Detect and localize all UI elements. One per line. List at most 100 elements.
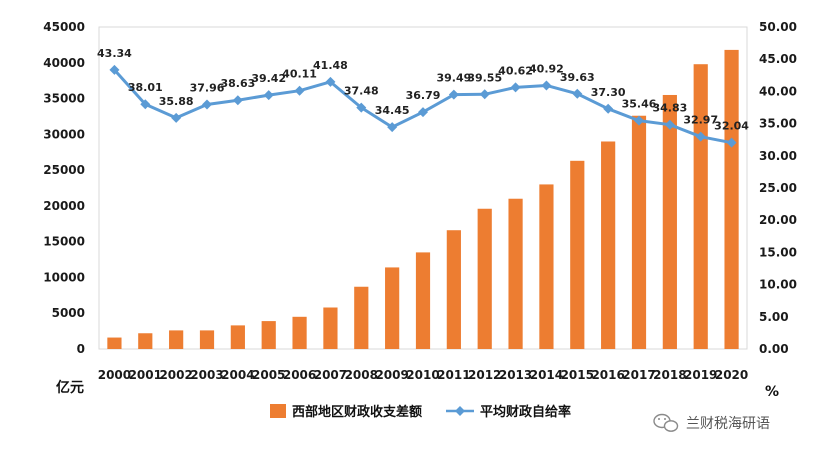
line-marker-2016 [603,103,614,114]
data-label-2003: 37.96 [190,82,225,95]
line-marker-2005 [263,90,274,101]
watermark: 兰财税海研语 [653,413,770,432]
line-marker-2003 [202,99,212,110]
line-marker-2007 [325,76,336,87]
line-marker-2020 [726,137,737,148]
data-label-2018: 34.83 [652,102,687,115]
left-tick-label: 20000 [43,199,85,213]
bar-2017 [631,115,647,350]
line-marker-2013 [510,82,521,93]
x-tick-label-2000: 2000 [98,368,131,382]
x-tick-label-2010: 2010 [406,368,439,382]
line-marker-2011 [448,89,459,100]
line-marker-2018 [664,119,675,130]
x-tick-label-2003: 2003 [190,368,223,382]
bar-2012 [477,208,492,349]
left-tick-label: 25000 [43,163,85,177]
data-label-2011: 39.49 [436,72,471,85]
x-tick-label-2014: 2014 [530,368,563,382]
data-label-2016: 37.30 [591,86,626,99]
right-tick-label: 5.00 [759,310,789,324]
left-axis-unit: 亿元 [56,379,84,396]
left-tick-label: 15000 [43,235,85,249]
x-tick-label-2004: 2004 [221,368,254,382]
bar-2003 [199,330,215,349]
bar-2006 [292,316,307,349]
data-label-2008: 37.48 [344,85,379,98]
data-label-2020: 32.04 [714,120,749,133]
line-marker-2015 [572,88,583,99]
x-tick-label-2013: 2013 [499,368,532,382]
bar-2004 [230,325,245,349]
bar-2007 [323,307,338,349]
line-marker-2008 [356,102,367,113]
x-tick-label-2016: 2016 [591,368,624,382]
x-tick-label-2008: 2008 [345,368,378,382]
bar-2008 [354,286,369,349]
bar-2000 [107,337,122,349]
data-label-2006: 40.11 [282,68,317,81]
bar-2020 [724,49,739,350]
x-tick-label-2018: 2018 [653,368,686,382]
data-label-2017: 35.46 [622,98,657,111]
x-tick-label-2012: 2012 [468,368,501,382]
bar-2001 [138,333,153,349]
line-marker-2012 [479,89,490,100]
line-marker-2014 [541,80,552,91]
data-label-2005: 39.42 [251,72,286,85]
x-tick-label-2020: 2020 [715,368,748,382]
bar-2013 [508,198,523,349]
x-tick-label-2017: 2017 [622,368,655,382]
right-tick-label: 45.00 [759,52,797,66]
right-tick-label: 20.00 [759,213,797,227]
right-axis-unit: % [765,384,779,400]
bar-2016 [601,141,616,349]
left-tick-label: 35000 [43,92,85,106]
left-tick-label: 45000 [43,20,85,34]
data-label-2009: 34.45 [375,104,410,117]
right-tick-label: 30.00 [759,149,797,163]
x-tick-label-2007: 2007 [314,368,347,382]
right-tick-label: 10.00 [759,278,797,292]
right-tick-label: 40.00 [759,84,797,98]
x-tick-label-2001: 2001 [129,368,162,382]
data-label-2010: 36.79 [406,89,441,102]
line-marker-2006 [294,85,305,96]
left-tick-label: 10000 [43,270,85,284]
x-tick-label-2019: 2019 [684,368,717,382]
right-tick-label: 15.00 [759,245,797,259]
data-label-2013: 40.62 [498,64,533,77]
line-marker-2009 [387,122,398,133]
x-tick-label-2002: 2002 [159,368,192,382]
data-label-2001: 38.01 [128,81,163,94]
legend-marker-line [455,406,465,416]
left-tick-label: 40000 [43,56,85,70]
bar-2011 [446,230,461,349]
wechat-icon [653,413,679,432]
legend: 西部地区财政收支差额 平均财政自给率 [270,404,571,420]
line-marker-2000 [109,64,120,75]
data-label-2012: 39.55 [467,71,502,84]
data-label-2004: 38.63 [220,77,255,90]
line-marker-2019 [695,131,706,142]
bar-2014 [539,184,554,349]
bar-2005 [261,321,276,349]
left-tick-label: 0 [77,342,85,356]
x-tick-label-2005: 2005 [252,368,285,382]
data-label-2019: 32.97 [683,114,718,127]
line-marker-2017 [634,115,644,126]
bar-series [107,49,739,350]
left-tick-label: 30000 [43,127,85,141]
left-axis: 0 5000 10000 15000 20000 25000 30000 35000 40000… [43,20,85,356]
right-axis: 0.00 5.00 10.00 15.00 20.00 25.00 30.00 35.00 40… [759,20,797,356]
right-tick-label: 50.00 [759,20,797,34]
data-label-2007: 41.48 [313,59,348,72]
line-marker-2002 [171,112,182,123]
line-marker-2004 [232,95,243,106]
bar-2018 [662,94,677,349]
x-tick-label-2006: 2006 [283,368,316,382]
data-label-2002: 35.88 [159,95,194,108]
right-tick-label: 25.00 [759,181,797,195]
